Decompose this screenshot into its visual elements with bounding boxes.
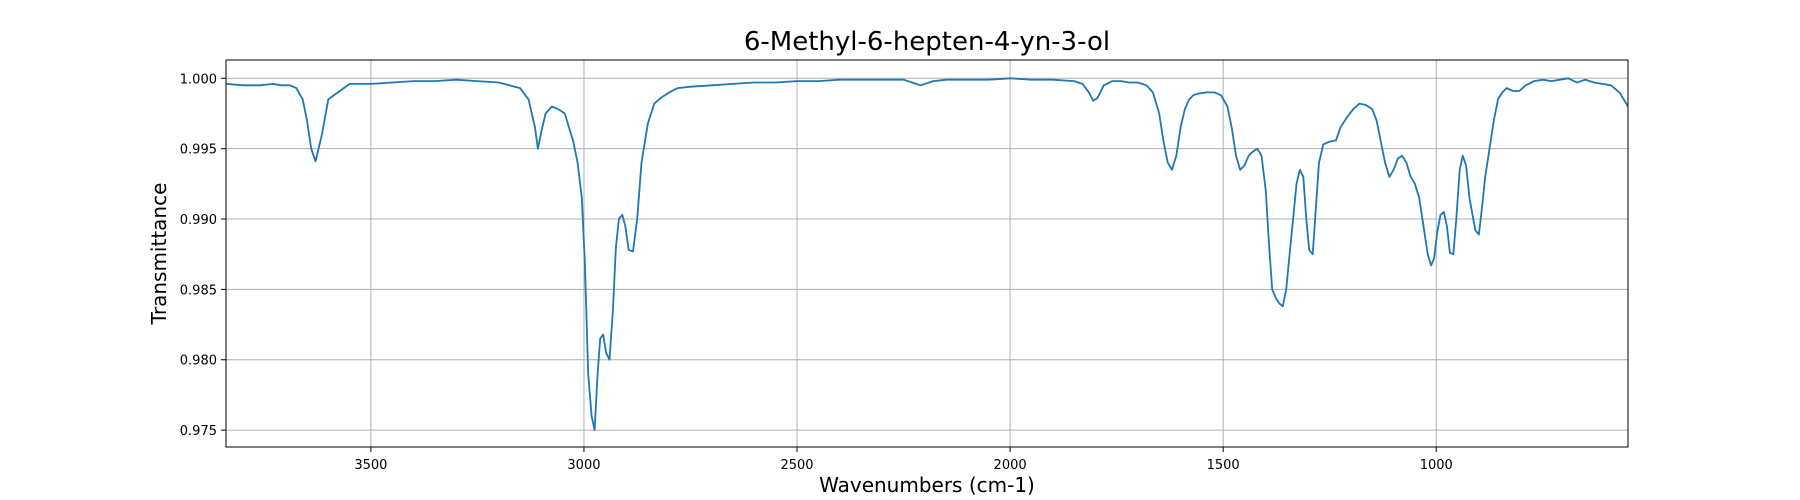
grid bbox=[226, 60, 1628, 447]
chart-title: 6-Methyl-6-hepten-4-yn-3-ol bbox=[744, 27, 1110, 57]
y-axis: 0.975 0.980 0.985 0.990 0.995 1.000 bbox=[180, 72, 226, 439]
y-tick-label: 0.975 bbox=[180, 424, 217, 439]
x-axis: 3500 3000 2500 2000 1500 1000 bbox=[354, 447, 1453, 473]
y-tick-label: 0.980 bbox=[180, 354, 217, 369]
x-tick-label: 3500 bbox=[354, 458, 387, 473]
y-tick-label: 0.985 bbox=[180, 283, 217, 298]
x-axis-title: Wavenumbers (cm-1) bbox=[819, 473, 1035, 497]
y-axis-title: Transmittance bbox=[147, 183, 171, 326]
x-tick-label: 1500 bbox=[1207, 458, 1240, 473]
plot-area bbox=[226, 77, 1628, 431]
y-tick-label: 1.000 bbox=[180, 72, 217, 87]
x-tick-label: 3000 bbox=[567, 458, 600, 473]
y-tick-label: 0.995 bbox=[180, 143, 217, 158]
spectrum-line bbox=[226, 77, 1628, 431]
x-tick-label: 1000 bbox=[1420, 458, 1453, 473]
x-tick-label: 2500 bbox=[780, 458, 813, 473]
plot-frame bbox=[225, 59, 1629, 448]
y-tick-label: 0.990 bbox=[180, 213, 217, 228]
x-tick-label: 2000 bbox=[994, 458, 1027, 473]
